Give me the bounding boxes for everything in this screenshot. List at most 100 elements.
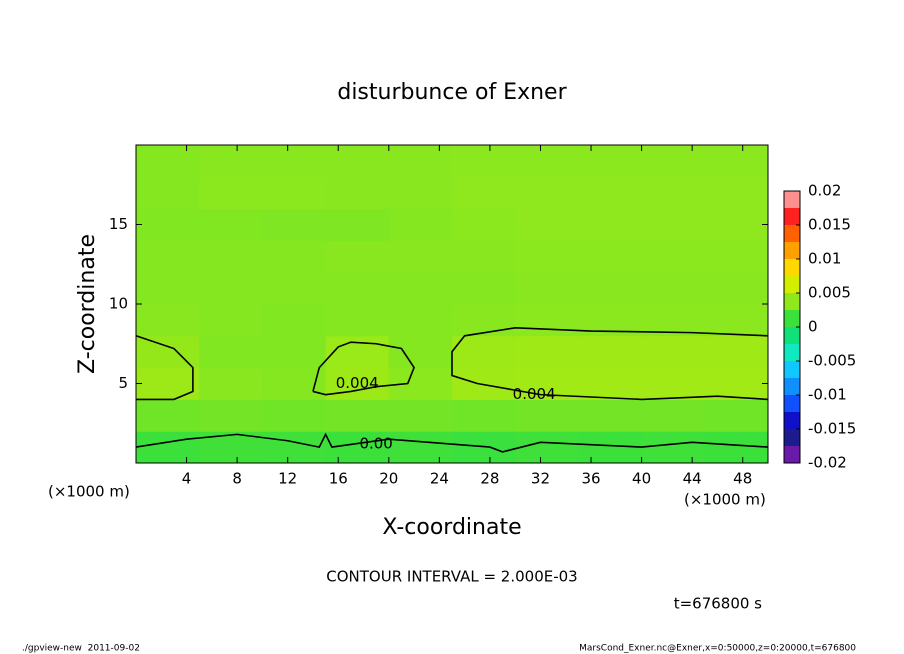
field-cell [325, 272, 390, 305]
field-cell [515, 272, 579, 305]
field-cell [641, 304, 706, 337]
colorbar-band [784, 412, 800, 429]
field-cell [325, 335, 390, 369]
field-cell [262, 240, 327, 273]
field-cell [515, 176, 579, 210]
field-cell [578, 240, 643, 273]
field-cell [515, 399, 579, 432]
colorbar-band [784, 378, 800, 395]
field-cell [515, 240, 579, 273]
field-cell [136, 272, 200, 305]
x-unit: (×1000 m) [684, 491, 766, 509]
colorbar-band [784, 191, 800, 208]
y-tick-label: 15 [109, 215, 128, 233]
chart-title: disturbunce of Exner [337, 80, 567, 105]
field-cell [515, 431, 579, 464]
field-cell [641, 335, 706, 369]
field-cell [136, 304, 200, 337]
field-cell [136, 240, 200, 273]
field-cell [641, 431, 706, 464]
y-axis-label: Z-coordinate [75, 234, 100, 374]
x-tick-label: 44 [683, 470, 702, 488]
field-cell [262, 367, 327, 400]
field-cell [641, 240, 706, 273]
field-cell [262, 208, 327, 241]
field-cell [325, 145, 390, 178]
field-cell [388, 304, 453, 337]
colorbar-tick-label: -0.015 [808, 420, 856, 438]
colorbar-band [784, 327, 800, 344]
field-cell [578, 145, 643, 178]
field-cell [199, 240, 263, 273]
colorbar-band [784, 242, 800, 259]
field-cell [704, 431, 769, 464]
field-cell [641, 367, 706, 400]
contour-label: 0.004 [336, 374, 379, 392]
field-cell [136, 367, 200, 400]
field-cell [199, 367, 263, 400]
field-cell [136, 399, 200, 432]
field-cell [325, 431, 390, 464]
field-cell [704, 272, 769, 305]
field-cell [325, 240, 390, 273]
field-cell [452, 304, 516, 337]
field-cell [578, 208, 643, 241]
field-cell [262, 335, 327, 369]
field-cell [452, 335, 516, 369]
colorbar-band [784, 395, 800, 412]
colorbar-tick-label: 0 [808, 318, 818, 336]
field-cell [704, 176, 769, 210]
colorbar-tick-label: -0.005 [808, 352, 856, 370]
field-cell [452, 272, 516, 305]
colorbar-tick-label: 0.02 [808, 182, 841, 200]
contour-label: 0.004 [513, 385, 556, 403]
time: t=676800 s [674, 595, 762, 613]
contour-label: 0.00 [359, 434, 392, 452]
field-cell [262, 176, 327, 210]
field-cell [515, 335, 579, 369]
field-cell [199, 208, 263, 241]
field-cell [388, 431, 453, 464]
x-tick-label: 4 [182, 470, 192, 488]
field-cell [452, 240, 516, 273]
field-cell [452, 176, 516, 210]
y-unit: (×1000 m) [48, 483, 130, 501]
colorbar-band [784, 259, 800, 276]
field-cell [641, 176, 706, 210]
field-cell [388, 208, 453, 241]
field-cell [704, 208, 769, 241]
field-cell [199, 145, 263, 178]
x-tick-label: 40 [632, 470, 651, 488]
field-cell [578, 367, 643, 400]
y-tick-label: 10 [109, 295, 128, 313]
field-cell [641, 145, 706, 178]
field-cell [388, 399, 453, 432]
field-cell [262, 145, 327, 178]
x-tick-label: 28 [480, 470, 499, 488]
field-cell [136, 431, 200, 464]
colorbar-band [784, 310, 800, 327]
field-cell [136, 145, 200, 178]
field-cell [262, 399, 327, 432]
footer-right: MarsCond_Exner.nc@Exner,x=0:50000,z=0:20… [579, 644, 856, 654]
colorbar-tick-label: -0.02 [808, 454, 847, 472]
x-tick-label: 48 [733, 470, 752, 488]
field-cell [452, 399, 516, 432]
field-cell [452, 367, 516, 400]
x-tick-label: 32 [531, 470, 550, 488]
field-cell [641, 208, 706, 241]
colorbar-tick-label: -0.01 [808, 386, 847, 404]
field-cell [262, 304, 327, 337]
field-cell [325, 208, 390, 241]
colorbar-tick-label: 0.005 [808, 284, 851, 302]
x-tick-label: 16 [329, 470, 348, 488]
colorbar-band [784, 276, 800, 293]
x-tick-label: 8 [232, 470, 242, 488]
field-cell [325, 367, 390, 400]
colorbar-band [784, 208, 800, 225]
field-cell [515, 304, 579, 337]
field-cell [704, 367, 769, 400]
field-cell [704, 145, 769, 178]
colorbar-band [784, 361, 800, 378]
field-cell [515, 145, 579, 178]
